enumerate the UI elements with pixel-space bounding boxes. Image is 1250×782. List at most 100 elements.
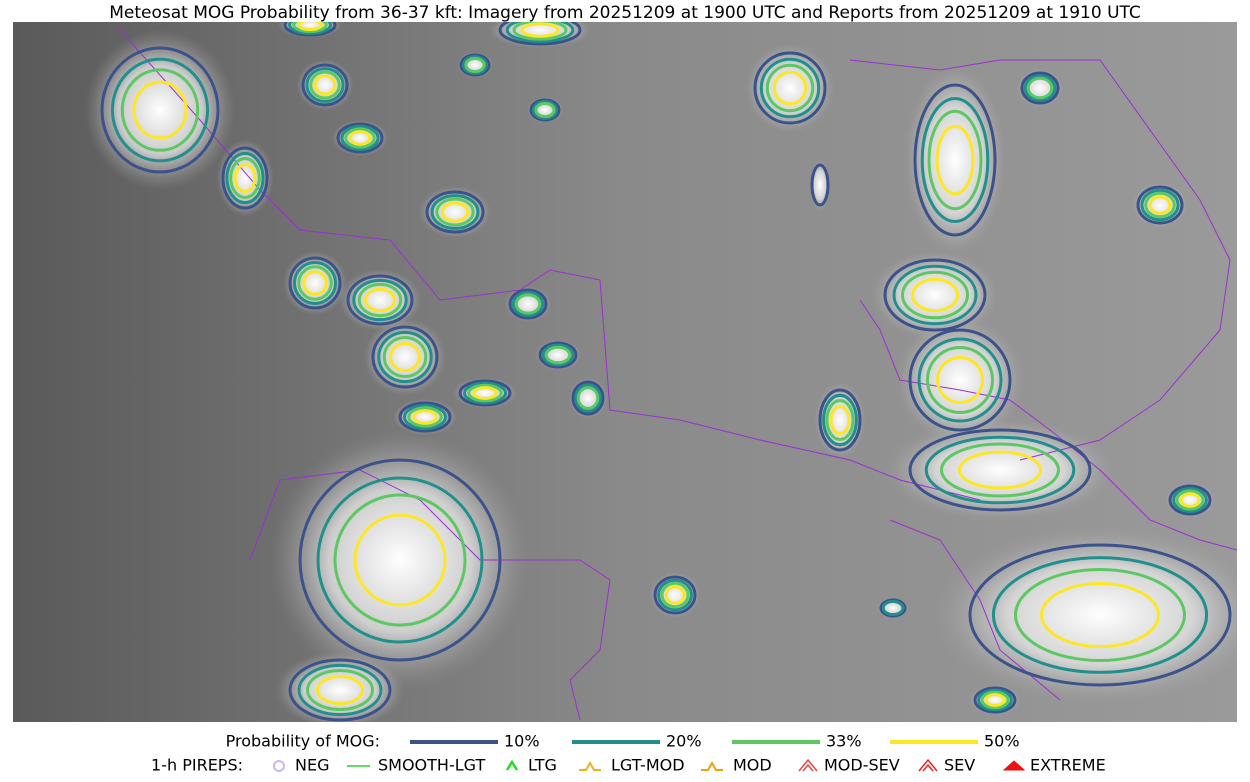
contour	[940, 442, 1060, 498]
pirep-symbol	[505, 759, 519, 771]
contour	[520, 22, 560, 38]
cloud	[270, 430, 530, 690]
contour	[973, 686, 1017, 714]
cloud	[216, 139, 274, 217]
legend-label: 33%	[826, 732, 862, 751]
cloud	[275, 651, 405, 722]
border	[889, 519, 1061, 701]
contour	[132, 80, 188, 140]
legend-label: 20%	[666, 732, 702, 751]
cloud	[649, 571, 701, 619]
contour	[430, 194, 480, 230]
legend-label: NEG	[295, 756, 329, 775]
contour	[1140, 188, 1180, 222]
contour	[908, 328, 1012, 432]
legend-label: 50%	[984, 732, 1020, 751]
cloud	[895, 315, 1025, 445]
contour	[514, 293, 542, 315]
contour	[120, 68, 200, 152]
legend-label: LTG	[528, 756, 557, 775]
contour	[353, 513, 447, 607]
contour	[464, 57, 486, 73]
contour	[1148, 195, 1172, 215]
border	[849, 59, 1231, 461]
contour	[233, 163, 257, 193]
contour	[936, 356, 984, 404]
cloud	[814, 381, 866, 459]
cloud	[282, 250, 348, 316]
contour	[924, 435, 1076, 505]
contour	[229, 157, 261, 199]
contour	[984, 693, 1006, 707]
contour	[508, 288, 548, 320]
cloud	[363, 318, 447, 396]
contour	[297, 22, 323, 31]
contour	[316, 675, 364, 705]
contours	[100, 22, 1232, 722]
title: Meteosat MOG Probability from 36-37 kft:…	[109, 3, 1141, 23]
contour	[913, 83, 997, 237]
contour	[357, 282, 403, 318]
contour	[810, 163, 830, 207]
contour	[958, 450, 1042, 490]
contour	[822, 393, 858, 447]
contour	[765, 63, 815, 113]
pirep-symbol	[918, 758, 938, 772]
contour	[980, 690, 1010, 710]
contour	[968, 543, 1232, 687]
contour	[1168, 484, 1212, 516]
contour	[1014, 568, 1186, 662]
contour	[110, 57, 210, 163]
contour	[435, 197, 475, 227]
contour	[425, 190, 485, 234]
contour	[759, 57, 821, 119]
contour	[313, 74, 337, 96]
contour	[364, 287, 396, 313]
borders	[119, 29, 1237, 721]
cloud	[903, 62, 1007, 258]
contour	[920, 97, 990, 223]
pirep-symbol	[1002, 760, 1026, 771]
contour	[346, 274, 414, 326]
cloud	[418, 186, 492, 238]
contour	[377, 330, 433, 384]
contour	[576, 386, 600, 410]
legend-label: SMOOTH-LGT	[378, 756, 485, 775]
contour	[1175, 489, 1205, 511]
contour	[657, 578, 693, 612]
contour	[825, 399, 855, 441]
contour	[344, 127, 376, 149]
contour	[298, 458, 502, 662]
contour	[371, 325, 439, 389]
cloud	[84, 29, 236, 191]
contour	[911, 277, 959, 313]
contour	[340, 125, 380, 151]
contour	[505, 22, 575, 43]
legend: Probability of MOG: 1-h PIREPS: 10% 20% 33…	[151, 732, 1106, 775]
contour	[881, 599, 905, 617]
contour	[302, 270, 328, 296]
contour	[753, 51, 827, 125]
contour	[1144, 191, 1176, 219]
contour	[458, 379, 512, 407]
contour	[498, 22, 582, 46]
contour	[538, 341, 578, 369]
contour	[532, 100, 558, 120]
contour	[292, 22, 328, 33]
contour	[288, 256, 342, 310]
contour	[1026, 76, 1054, 100]
map	[13, 22, 1237, 722]
contour	[297, 663, 383, 717]
legend-label: SEV	[944, 756, 975, 775]
cloud	[296, 59, 354, 111]
contour	[664, 585, 686, 605]
legend-label: EXTREME	[1030, 756, 1106, 775]
contour	[653, 575, 697, 615]
contour	[225, 151, 265, 205]
legend-label: MOD-SEV	[824, 756, 900, 775]
contour	[100, 46, 220, 174]
border	[859, 299, 1237, 551]
border	[119, 29, 981, 501]
contour	[352, 278, 408, 322]
contour	[511, 291, 545, 317]
